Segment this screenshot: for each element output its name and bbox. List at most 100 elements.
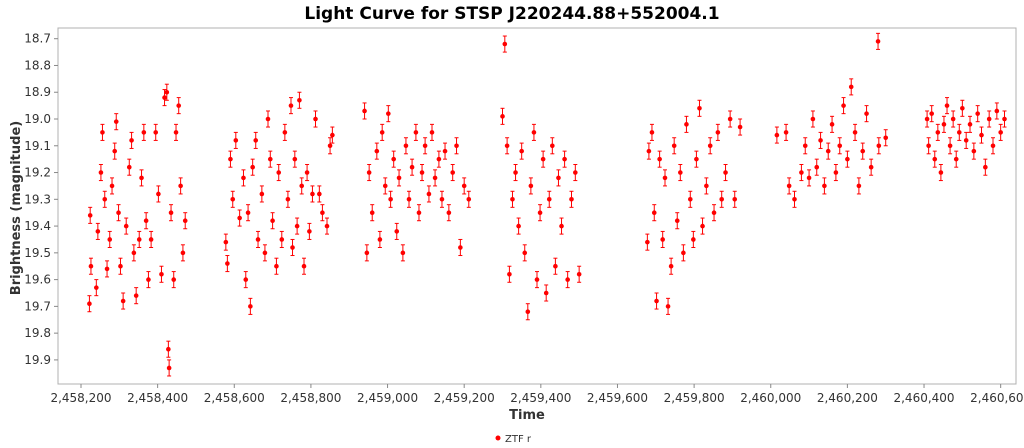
data-point — [422, 137, 428, 155]
point-marker — [883, 135, 889, 141]
point-marker — [180, 250, 186, 256]
data-point — [522, 244, 528, 262]
point-marker — [245, 210, 251, 215]
data-point — [294, 217, 300, 235]
point-marker — [419, 170, 425, 175]
point-marker — [1002, 116, 1007, 122]
data-point — [883, 129, 889, 147]
data-point — [429, 123, 435, 141]
data-point — [112, 142, 118, 160]
y-tick-label: 18.7 — [24, 32, 51, 46]
data-point — [388, 190, 393, 208]
data-point — [576, 265, 582, 283]
data-point — [450, 164, 455, 182]
point-marker — [243, 277, 249, 282]
data-point — [818, 131, 823, 149]
point-marker — [556, 175, 561, 181]
legend-label-ztf-r: ZTF r — [505, 434, 532, 445]
data-point — [159, 265, 164, 283]
y-tick-label: 19.0 — [24, 112, 51, 126]
point-marker — [975, 111, 980, 116]
data-point — [416, 204, 422, 222]
data-point — [156, 185, 161, 203]
point-marker — [876, 143, 882, 149]
data-point — [783, 123, 789, 141]
data-point — [94, 279, 99, 297]
point-marker — [310, 191, 315, 197]
data-point — [510, 190, 515, 208]
data-point — [168, 204, 174, 222]
data-point — [531, 123, 537, 141]
point-marker — [416, 210, 422, 215]
data-point — [182, 212, 188, 230]
data-point — [944, 97, 950, 115]
data-point — [310, 185, 315, 203]
point-marker — [649, 130, 655, 135]
point-marker — [104, 266, 110, 272]
data-point — [436, 150, 442, 168]
point-marker — [366, 170, 372, 175]
data-point — [166, 340, 171, 358]
point-marker — [953, 156, 959, 162]
point-marker — [270, 218, 275, 224]
point-marker — [362, 108, 367, 114]
data-point — [176, 97, 182, 115]
data-point — [446, 204, 452, 222]
data-point — [935, 123, 941, 141]
data-point — [975, 105, 980, 123]
data-point — [369, 204, 375, 222]
data-point — [113, 113, 119, 131]
y-axis-title: Brightness (magnitude) — [9, 121, 24, 295]
data-point — [139, 169, 144, 187]
point-marker — [935, 130, 941, 135]
data-point — [654, 292, 659, 310]
data-point — [288, 97, 294, 115]
data-point — [396, 169, 402, 187]
point-marker — [237, 215, 242, 221]
point-marker — [313, 116, 318, 122]
point-marker — [697, 106, 702, 111]
point-marker — [737, 124, 743, 130]
point-marker — [510, 197, 515, 202]
point-marker — [573, 170, 578, 175]
point-marker — [178, 183, 183, 189]
data-point — [924, 110, 930, 128]
point-marker — [458, 245, 463, 250]
point-marker — [774, 132, 780, 138]
data-point — [967, 115, 973, 133]
data-point — [715, 123, 721, 141]
point-marker — [146, 277, 151, 282]
data-point — [107, 230, 113, 248]
data-point — [141, 123, 147, 141]
data-point — [537, 204, 543, 222]
point-marker — [668, 263, 674, 269]
data-point — [374, 142, 380, 160]
point-marker — [540, 156, 546, 162]
data-point — [500, 107, 505, 125]
data-point — [426, 185, 432, 203]
data-point — [109, 177, 115, 195]
data-point — [825, 142, 831, 160]
data-point — [860, 142, 866, 160]
data-point — [391, 150, 396, 168]
point-marker — [87, 213, 93, 218]
point-marker — [288, 103, 294, 108]
point-marker — [98, 170, 104, 175]
point-marker — [543, 290, 549, 296]
data-point — [136, 230, 142, 248]
data-point — [307, 222, 312, 240]
point-marker — [559, 223, 564, 229]
data-point — [645, 233, 650, 251]
data-point — [116, 204, 121, 222]
point-marker — [290, 245, 295, 250]
data-point — [458, 238, 463, 257]
data-point — [120, 292, 126, 310]
point-marker — [112, 148, 118, 154]
data-point — [700, 217, 705, 235]
x-tick-label: 2,460,000 — [740, 391, 801, 405]
data-point — [786, 177, 792, 195]
point-marker — [267, 156, 273, 162]
point-marker — [386, 111, 391, 116]
point-marker — [129, 138, 134, 143]
